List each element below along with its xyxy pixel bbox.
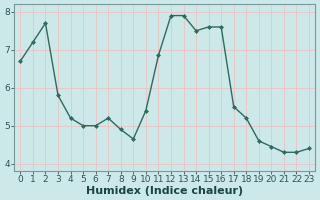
X-axis label: Humidex (Indice chaleur): Humidex (Indice chaleur) <box>86 186 243 196</box>
